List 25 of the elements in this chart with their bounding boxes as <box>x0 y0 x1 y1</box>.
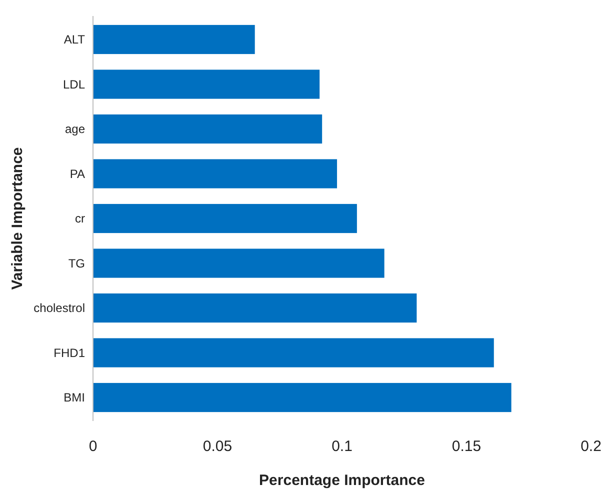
bar <box>93 114 322 144</box>
y-tick-label: cholestrol <box>34 301 85 316</box>
bar <box>93 159 338 188</box>
y-tick-label: BMI <box>64 390 85 405</box>
y-tick-label: TG <box>68 256 85 270</box>
x-axis-title: Percentage Importance <box>259 472 425 489</box>
x-tick-label: 0.05 <box>202 438 232 455</box>
x-tick-label: 0.15 <box>452 438 482 455</box>
y-tick-label: ALT <box>64 32 86 47</box>
x-tick-label: 0.1 <box>332 438 352 455</box>
bar <box>93 338 494 368</box>
bar <box>93 204 357 234</box>
bar <box>93 70 320 99</box>
y-tick-label: cr <box>75 212 85 226</box>
bar <box>93 248 384 278</box>
x-tick-label: 0 <box>88 438 98 455</box>
y-tick-label: FHD1 <box>54 346 86 360</box>
bar <box>93 382 512 412</box>
bar <box>93 24 255 54</box>
y-tick-label: PA <box>70 166 85 181</box>
x-tick-label: 0.2 <box>580 438 602 455</box>
y-tick-label: LDL <box>62 77 86 92</box>
y-tick-label: age <box>64 122 86 136</box>
y-axis-title: Variable Importance <box>9 147 26 290</box>
bar <box>93 293 417 323</box>
